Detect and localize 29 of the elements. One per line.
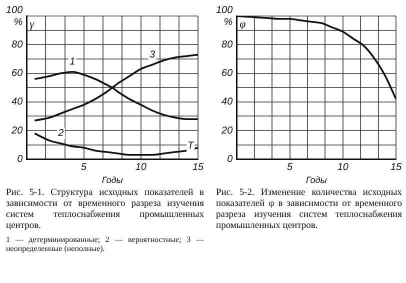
y-tick-label: 60 <box>12 68 24 80</box>
x-tick-label: 10 <box>337 162 349 173</box>
y-tick-label: 20 <box>10 125 24 136</box>
x-tick-label: 15 <box>390 162 402 173</box>
x-axis-title: Годы <box>306 175 328 186</box>
y-tick-label: 40 <box>222 96 234 108</box>
series-label: 3 <box>150 49 156 60</box>
y-axis-title: γ <box>30 18 35 30</box>
y-tick-label: 100 % <box>216 4 234 28</box>
y-tick-label: 20 <box>220 125 234 136</box>
y-tick-label: 40 <box>12 96 24 108</box>
y-axis-title: φ <box>240 18 246 30</box>
x-tick-label: 10 <box>135 162 147 173</box>
y-tick-label: 0 <box>17 154 24 165</box>
y-tick-label: 80 <box>12 39 24 50</box>
x-tick-label: 5 <box>81 162 88 173</box>
y-tick-label: 100 % <box>6 4 24 28</box>
text: Рис. 5-2. Изменение количества исходных показателей φ в зависимости от временного разреза изучения систем теплоснабжения промышленных центров. <box>216 188 402 232</box>
annotation: Т <box>188 140 195 152</box>
text: Рис. 5-1. Структура исходных показателей в зависимости от временного разреза изучения систем теплоснабжения промышленных центров. <box>6 188 204 232</box>
y-tick-label: 80 <box>222 39 234 50</box>
y-tick-label: 60 <box>222 68 234 80</box>
y-tick-label: 0 <box>227 154 234 165</box>
series-label: 2 <box>57 128 64 140</box>
text: 1 — детерминированные; 2 — вероятностные; 3 — неопределенные (неполные). <box>6 235 204 253</box>
x-axis-title: Годы <box>102 175 124 186</box>
series-label: 1 <box>70 56 76 68</box>
x-tick-label: 15 <box>192 162 204 173</box>
x-tick-label: 5 <box>287 162 294 173</box>
